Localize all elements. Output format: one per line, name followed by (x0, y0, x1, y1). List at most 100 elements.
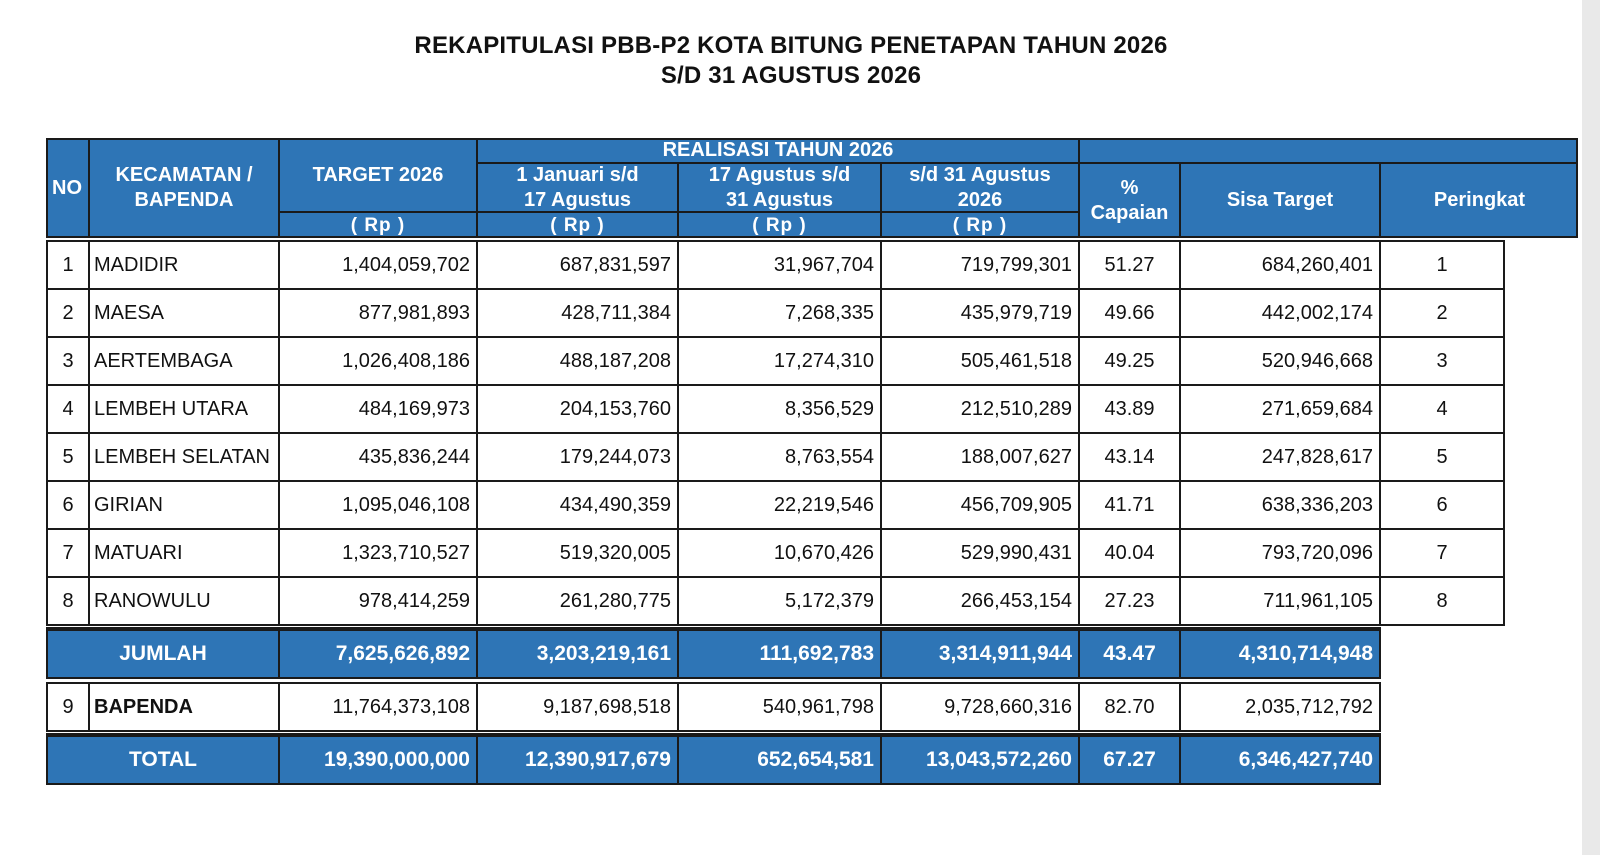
cell-r1: 687,831,597 (478, 240, 679, 290)
cell-r3: 719,799,301 (882, 240, 1080, 290)
cell-target: 877,981,893 (280, 290, 478, 338)
cell-r1: 428,711,384 (478, 290, 679, 338)
total-row-r3: 13,043,572,260 (882, 735, 1080, 785)
report-title: REKAPITULASI PBB-P2 KOTA BITUNG PENETAPA… (414, 32, 1168, 59)
cell-target: 1,323,710,527 (280, 530, 478, 578)
header-capaian: % Capaian (1080, 163, 1181, 238)
report-subtitle: S/D 31 AGUSTUS 2026 (660, 62, 922, 89)
cell-no: 9 (46, 682, 90, 732)
cell-target: 1,095,046,108 (280, 482, 478, 530)
cell-rank: 5 (1381, 434, 1505, 482)
cell-r3: 505,461,518 (882, 338, 1080, 386)
total-row-sisa: 6,346,427,740 (1181, 735, 1381, 785)
cell-pct: 43.89 (1080, 386, 1181, 434)
cell-target: 11,764,373,108 (280, 682, 478, 732)
cell-rank: 1 (1381, 240, 1505, 290)
cell-r3: 435,979,719 (882, 290, 1080, 338)
cell-name: MAESA (90, 290, 280, 338)
header-kecamatan: KECAMATAN / BAPENDA (90, 138, 280, 238)
cell-r2: 5,172,379 (679, 578, 882, 626)
cell-r2: 31,967,704 (679, 240, 882, 290)
cell-no: 5 (46, 434, 90, 482)
cell-target: 978,414,259 (280, 578, 478, 626)
cell-no: 1 (46, 240, 90, 290)
total-row-r1: 12,390,917,679 (478, 735, 679, 785)
jumlah-row-target: 7,625,626,892 (280, 629, 478, 679)
cell-r3: 266,453,154 (882, 578, 1080, 626)
jumlah-row-label: JUMLAH (46, 629, 280, 679)
header-blank (1080, 138, 1578, 163)
cell-sisa: 520,946,668 (1181, 338, 1381, 386)
header-col-agu-agu-rp: ( Rp ) (679, 212, 882, 238)
cell-name: LEMBEH SELATAN (90, 434, 280, 482)
cell-sisa: 684,260,401 (1181, 240, 1381, 290)
cell-r2: 17,274,310 (679, 338, 882, 386)
cell-r2: 10,670,426 (679, 530, 882, 578)
cell-target: 435,836,244 (280, 434, 478, 482)
total-row-r2: 652,654,581 (679, 735, 882, 785)
cell-name: BAPENDA (90, 682, 280, 732)
cell-r2: 8,763,554 (679, 434, 882, 482)
cell-r2: 540,961,798 (679, 682, 882, 732)
total-row-label: TOTAL (46, 735, 280, 785)
cell-r1: 488,187,208 (478, 338, 679, 386)
cell-rank: 2 (1381, 290, 1505, 338)
cell-r1: 9,187,698,518 (478, 682, 679, 732)
cell-r1: 204,153,760 (478, 386, 679, 434)
cell-sisa: 793,720,096 (1181, 530, 1381, 578)
cell-r2: 8,356,529 (679, 386, 882, 434)
cell-name: AERTEMBAGA (90, 338, 280, 386)
jumlah-row-r2: 111,692,783 (679, 629, 882, 679)
cell-sisa: 247,828,617 (1181, 434, 1381, 482)
cell-r2: 7,268,335 (679, 290, 882, 338)
cell-rank: 8 (1381, 578, 1505, 626)
cell-r3: 529,990,431 (882, 530, 1080, 578)
cell-r3: 9,728,660,316 (882, 682, 1080, 732)
header-col-jan-agu-rp: ( Rp ) (478, 212, 679, 238)
header-col-sd-rp: ( Rp ) (882, 212, 1080, 238)
header-target: TARGET 2026 (280, 138, 478, 212)
jumlah-row-sisa: 4,310,714,948 (1181, 629, 1381, 679)
cell-pct: 49.25 (1080, 338, 1181, 386)
header-peringkat: Peringkat (1381, 163, 1578, 238)
cell-r2: 22,219,546 (679, 482, 882, 530)
header-sisa-target: Sisa Target (1181, 163, 1381, 238)
cell-pct: 51.27 (1080, 240, 1181, 290)
header-target-rp: ( Rp ) (280, 212, 478, 238)
cell-no: 2 (46, 290, 90, 338)
cell-r1: 179,244,073 (478, 434, 679, 482)
header-no: NO (46, 138, 90, 238)
cell-pct: 43.14 (1080, 434, 1181, 482)
cell-name: MATUARI (90, 530, 280, 578)
cell-r1: 434,490,359 (478, 482, 679, 530)
cell-name: GIRIAN (90, 482, 280, 530)
jumlah-row-r1: 3,203,219,161 (478, 629, 679, 679)
cell-target: 1,026,408,186 (280, 338, 478, 386)
scroll-edge (1582, 0, 1600, 855)
cell-pct: 40.04 (1080, 530, 1181, 578)
cell-pct: 82.70 (1080, 682, 1181, 732)
cell-no: 7 (46, 530, 90, 578)
cell-target: 484,169,973 (280, 386, 478, 434)
cell-name: RANOWULU (90, 578, 280, 626)
header-col-jan-agu: 1 Januari s/d 17 Agustus (478, 163, 679, 212)
cell-target: 1,404,059,702 (280, 240, 478, 290)
header-col-agu-agu: 17 Agustus s/d 31 Agustus (679, 163, 882, 212)
cell-sisa: 2,035,712,792 (1181, 682, 1381, 732)
cell-sisa: 442,002,174 (1181, 290, 1381, 338)
cell-sisa: 271,659,684 (1181, 386, 1381, 434)
cell-rank: 4 (1381, 386, 1505, 434)
cell-r3: 456,709,905 (882, 482, 1080, 530)
total-row-target: 19,390,000,000 (280, 735, 478, 785)
cell-no: 3 (46, 338, 90, 386)
cell-pct: 41.71 (1080, 482, 1181, 530)
cell-no: 8 (46, 578, 90, 626)
cell-r1: 519,320,005 (478, 530, 679, 578)
cell-pct: 49.66 (1080, 290, 1181, 338)
cell-no: 6 (46, 482, 90, 530)
cell-pct: 27.23 (1080, 578, 1181, 626)
cell-sisa: 638,336,203 (1181, 482, 1381, 530)
cell-name: LEMBEH UTARA (90, 386, 280, 434)
jumlah-row-r3: 3,314,911,944 (882, 629, 1080, 679)
